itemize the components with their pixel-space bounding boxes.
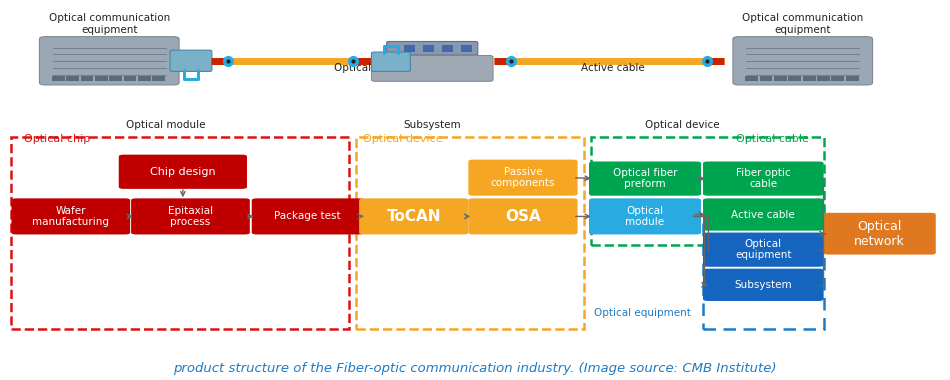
- Bar: [817, 76, 830, 81]
- Text: Wafer
manufacturing: Wafer manufacturing: [32, 206, 109, 227]
- FancyBboxPatch shape: [252, 198, 364, 234]
- FancyBboxPatch shape: [468, 160, 578, 196]
- Text: Optical cable: Optical cable: [736, 135, 809, 144]
- Bar: [124, 76, 137, 81]
- Bar: [51, 76, 65, 81]
- Bar: [356, 137, 584, 329]
- Text: Active cable: Active cable: [580, 63, 645, 73]
- Text: OSA: OSA: [505, 209, 541, 224]
- Bar: [66, 76, 79, 81]
- FancyBboxPatch shape: [703, 233, 824, 267]
- Bar: [831, 76, 845, 81]
- Text: Epitaxial
process: Epitaxial process: [168, 206, 213, 227]
- FancyBboxPatch shape: [703, 162, 824, 196]
- Bar: [745, 76, 758, 81]
- Text: Optical communication
equipment: Optical communication equipment: [48, 13, 170, 35]
- Bar: [788, 76, 801, 81]
- FancyBboxPatch shape: [703, 198, 824, 231]
- Text: Optical fiber
preform: Optical fiber preform: [613, 168, 677, 189]
- Text: Passive
components: Passive components: [491, 167, 555, 188]
- FancyBboxPatch shape: [119, 155, 247, 189]
- FancyBboxPatch shape: [11, 198, 130, 234]
- Text: Optical
network: Optical network: [854, 220, 905, 248]
- Bar: [109, 76, 122, 81]
- Bar: [11, 137, 349, 329]
- Text: Optical module: Optical module: [126, 120, 206, 130]
- Bar: [591, 137, 824, 245]
- Text: Chip design: Chip design: [150, 167, 216, 177]
- Bar: [95, 76, 107, 81]
- FancyBboxPatch shape: [589, 162, 701, 196]
- Text: Optical
module: Optical module: [625, 206, 665, 227]
- FancyBboxPatch shape: [703, 269, 824, 301]
- FancyBboxPatch shape: [131, 198, 250, 234]
- Text: Subsystem: Subsystem: [404, 120, 461, 130]
- Text: Optical communication
equipment: Optical communication equipment: [742, 13, 864, 35]
- Text: Optical chip: Optical chip: [24, 135, 90, 144]
- FancyBboxPatch shape: [387, 41, 478, 55]
- FancyBboxPatch shape: [468, 198, 578, 234]
- FancyBboxPatch shape: [733, 37, 872, 85]
- Text: Optical device: Optical device: [363, 135, 443, 144]
- Bar: [461, 45, 472, 52]
- Text: Optical equipment: Optical equipment: [594, 308, 691, 318]
- FancyBboxPatch shape: [824, 213, 936, 255]
- Bar: [81, 76, 93, 81]
- Bar: [846, 76, 859, 81]
- Text: Fiber optic
cable: Fiber optic cable: [736, 168, 790, 189]
- Text: Optical device: Optical device: [645, 120, 719, 130]
- FancyBboxPatch shape: [371, 55, 493, 81]
- Bar: [760, 76, 772, 81]
- Bar: [138, 76, 151, 81]
- Text: ToCAN: ToCAN: [387, 209, 441, 224]
- Text: Package test: Package test: [275, 211, 341, 222]
- Text: product structure of the Fiber-optic communication industry. (Image source: CMB : product structure of the Fiber-optic com…: [173, 362, 777, 375]
- FancyBboxPatch shape: [589, 198, 701, 234]
- Bar: [423, 45, 434, 52]
- FancyBboxPatch shape: [40, 37, 179, 85]
- Bar: [152, 76, 165, 81]
- Bar: [803, 76, 815, 81]
- FancyBboxPatch shape: [359, 198, 468, 234]
- Text: Active cable: Active cable: [732, 209, 795, 220]
- Bar: [404, 45, 415, 52]
- FancyBboxPatch shape: [170, 50, 212, 71]
- Bar: [442, 45, 453, 52]
- Bar: [703, 217, 824, 329]
- Text: Subsystem: Subsystem: [734, 280, 792, 290]
- FancyBboxPatch shape: [371, 52, 410, 71]
- Text: Optical fiber: Optical fiber: [333, 63, 398, 73]
- Bar: [774, 76, 787, 81]
- Text: Optical
equipment: Optical equipment: [735, 239, 791, 260]
